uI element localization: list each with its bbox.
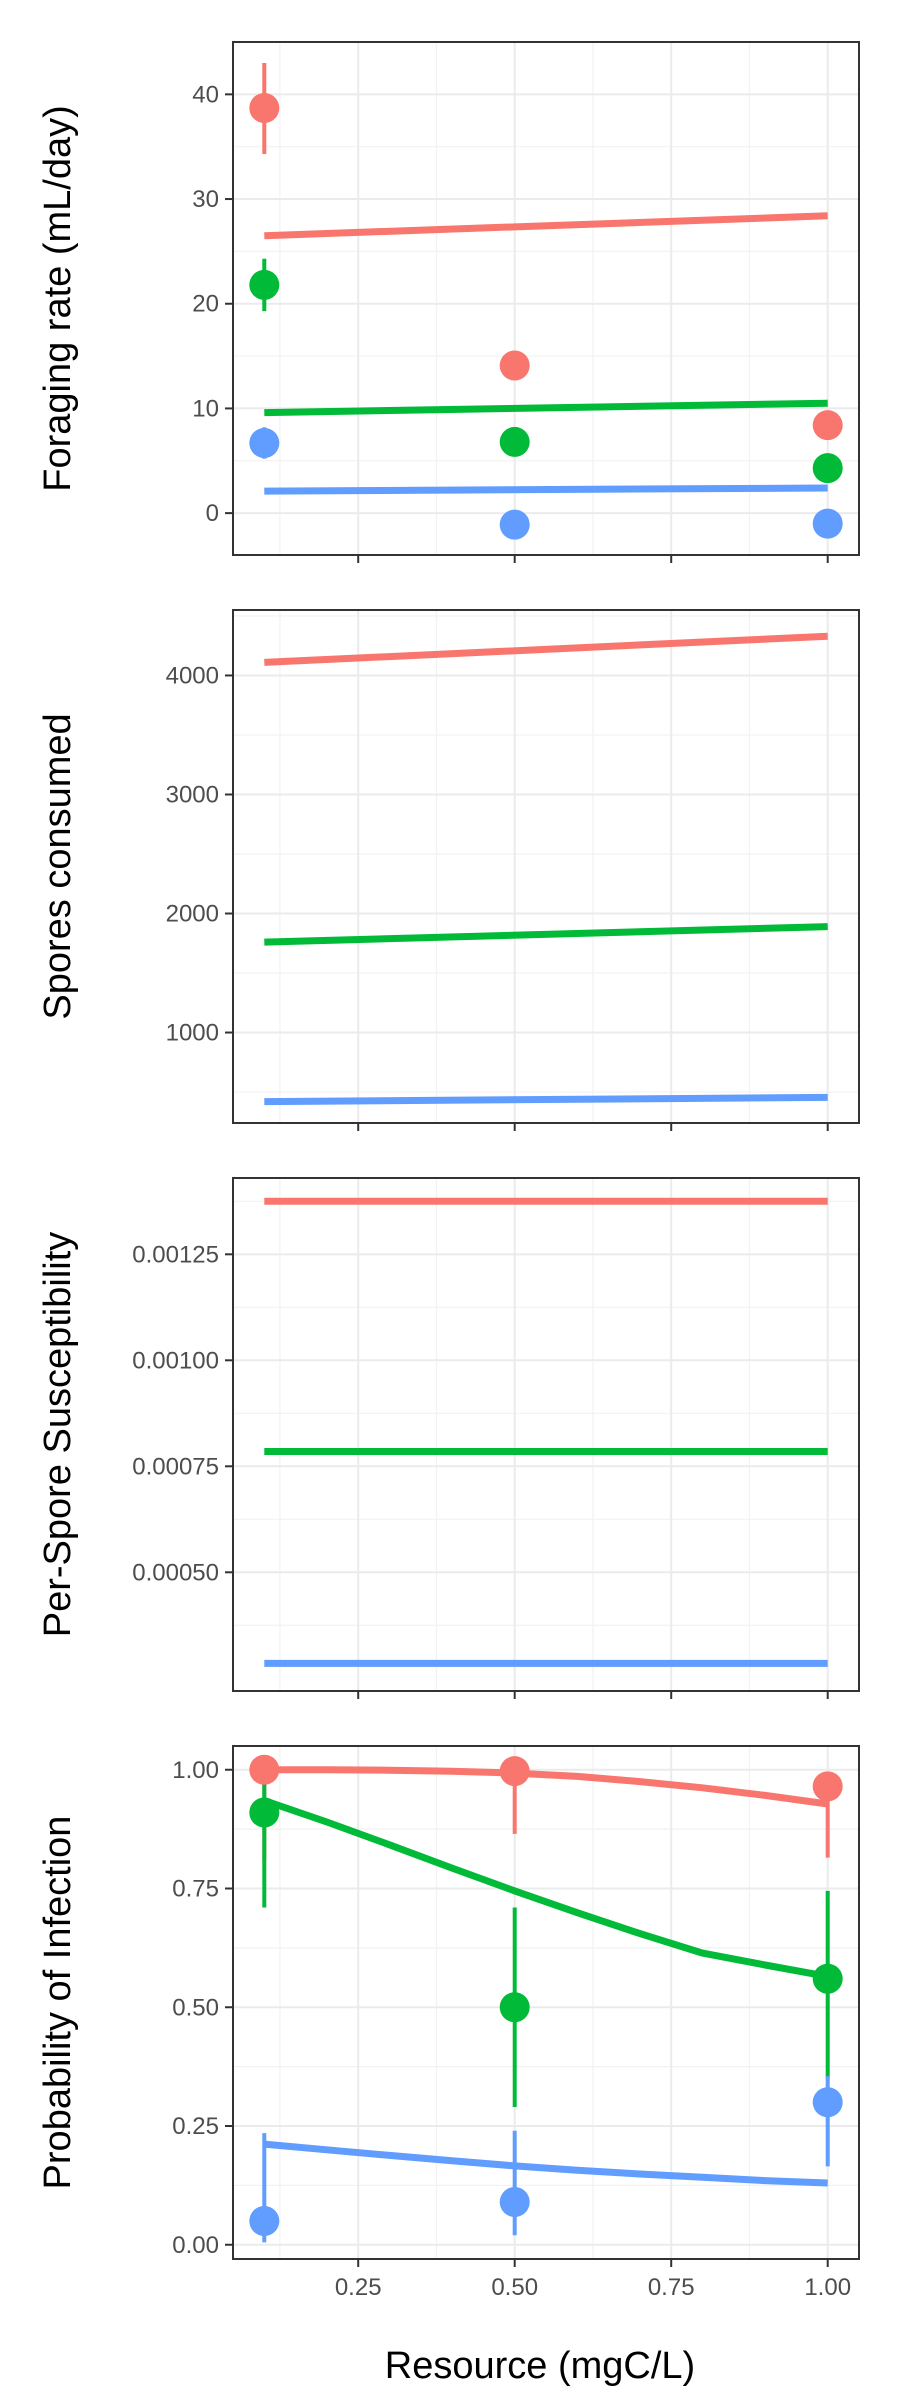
series-line <box>263 1797 829 1980</box>
data-point <box>499 426 530 457</box>
data-point <box>499 350 530 381</box>
chart-panel: 0 10 20 30 40 Foraging rate (mL/day) <box>37 41 860 563</box>
data-point <box>499 1992 530 2023</box>
y-tick-label: 0.00 <box>172 2232 219 2259</box>
data-point <box>812 2087 843 2118</box>
y-tick-label: 0.00050 <box>132 1559 219 1586</box>
chart-panels: 0 10 20 30 40 Foraging rate (mL/day) 1000 2000 3… <box>37 41 860 2301</box>
data-point <box>249 1754 280 1785</box>
chart-panel: 0.00050 0.00075 0.00100 0.00125 Per-Spore Su… <box>37 1177 860 1699</box>
y-tick-label: 1000 <box>166 1020 219 1047</box>
y-tick-label: 40 <box>192 81 219 108</box>
x-tick-label: 0.50 <box>491 2274 538 2301</box>
y-tick-label: 0.50 <box>172 1994 219 2021</box>
y-tick-label: 0.00100 <box>132 1347 219 1374</box>
panel-background <box>233 42 859 555</box>
y-tick-label: 0.75 <box>172 1876 219 1903</box>
series-line <box>264 484 828 495</box>
panel-border <box>232 41 860 556</box>
series-line <box>264 632 828 666</box>
series-line <box>264 212 828 240</box>
x-axis-title: Resource (mgC/L) <box>385 2345 695 2387</box>
x-tick-label: 0.25 <box>335 2274 382 2301</box>
y-tick-label: 20 <box>192 291 219 318</box>
x-tick-label: 0.75 <box>648 2274 695 2301</box>
data-point <box>249 2206 280 2236</box>
y-axis-title: Probability of Infection <box>37 1816 79 2190</box>
data-point <box>499 1756 530 1787</box>
data-point <box>249 269 280 300</box>
series-line <box>264 1093 828 1106</box>
y-tick-label: 10 <box>192 395 219 422</box>
data-point <box>249 92 280 123</box>
y-axis-title: Per-Spore Susceptibility <box>37 1232 79 1638</box>
series-line <box>264 923 828 946</box>
data-point <box>812 453 843 484</box>
panel-background <box>233 1178 859 1691</box>
panel-background <box>233 1746 859 2259</box>
y-tick-label: 0.25 <box>172 2113 219 2140</box>
chart-panel: 1000 2000 3000 4000 Spores consumed <box>37 609 860 1131</box>
chart-panel: 0.00 0.25 0.50 0.75 1.00 Probability of Infec… <box>37 1745 860 2301</box>
y-tick-label: 2000 <box>166 901 219 928</box>
y-tick-label: 3000 <box>166 781 219 808</box>
panel-border <box>232 1177 860 1692</box>
data-point <box>499 2187 530 2217</box>
x-tick-label: 1.00 <box>804 2274 851 2301</box>
series-line <box>264 1766 829 1808</box>
y-tick-label: 1.00 <box>172 1757 219 1784</box>
panel-border <box>232 609 860 1124</box>
data-point <box>499 509 530 540</box>
y-axis-title: Foraging rate (mL/day) <box>37 105 79 492</box>
data-point <box>812 1771 843 1802</box>
y-tick-label: 0.00125 <box>132 1241 219 1268</box>
panel-background <box>233 610 859 1123</box>
data-point <box>812 508 843 539</box>
data-point <box>812 410 843 441</box>
data-point <box>812 1963 843 1994</box>
data-point <box>249 1797 280 1828</box>
y-tick-label: 0 <box>206 500 219 527</box>
data-point <box>249 427 280 458</box>
y-tick-label: 30 <box>192 186 219 213</box>
y-tick-label: 4000 <box>166 662 219 689</box>
series-line <box>264 399 828 417</box>
y-axis-title: Spores consumed <box>37 713 79 1019</box>
y-tick-label: 0.00075 <box>132 1453 219 1480</box>
panel-border <box>232 1745 860 2260</box>
series-line <box>263 2140 828 2187</box>
